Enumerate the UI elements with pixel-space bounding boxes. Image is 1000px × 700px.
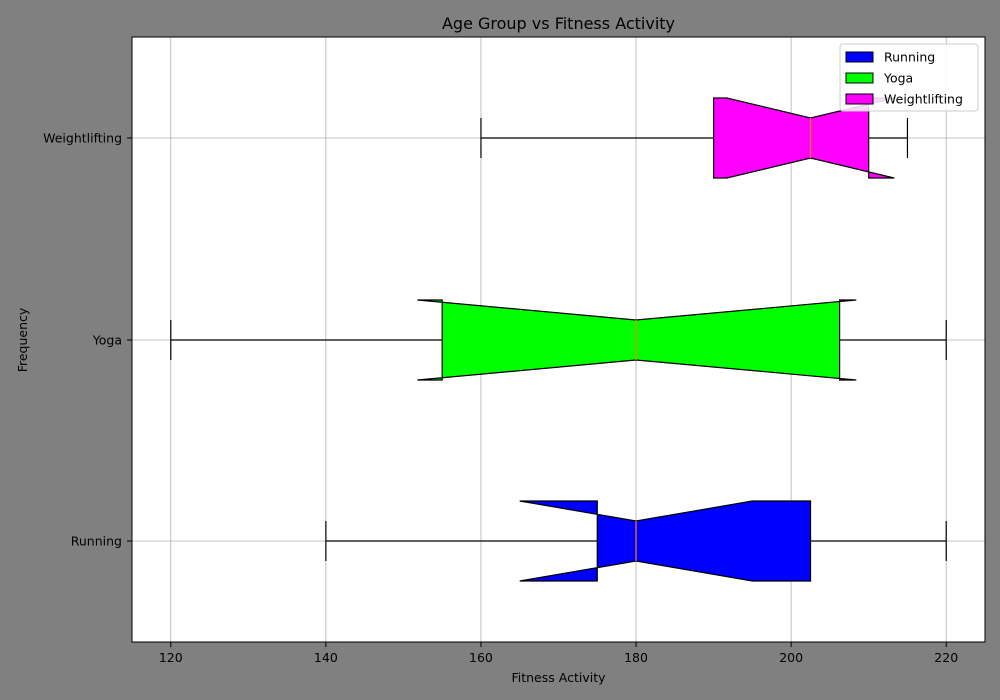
x-tick-label: 140 (314, 650, 338, 665)
legend-swatch-yoga (845, 72, 874, 84)
legend-label-running: Running (884, 50, 935, 65)
x-tick-label: 180 (624, 650, 648, 665)
x-tick-label: 120 (159, 650, 183, 665)
x-tick-label: 160 (469, 650, 493, 665)
box-running (325, 500, 947, 582)
boxes (170, 97, 947, 582)
legend-label-weightlifting: Weightlifting (884, 92, 963, 107)
y-tick-label: Yoga (92, 333, 122, 348)
y-axis-label: Frequency (15, 307, 30, 372)
chart-title: Age Group vs Fitness Activity (442, 14, 675, 33)
x-axis-ticks: 120 140 160 180 200 220 (159, 642, 958, 665)
legend-swatch-running (845, 51, 874, 63)
x-tick-label: 200 (779, 650, 803, 665)
y-tick-label: Weightlifting (43, 131, 122, 146)
box-body (519, 500, 812, 582)
y-axis-ticks: Running Yoga Weightlifting (43, 131, 132, 549)
box-body (712, 97, 895, 179)
x-tick-label: 220 (934, 650, 958, 665)
legend-frame (839, 43, 979, 112)
legend-swatch-weightlifting (845, 93, 874, 105)
legend-label-yoga: Yoga (883, 71, 913, 86)
box-yoga (170, 299, 947, 381)
x-axis-label: Fitness Activity (511, 670, 606, 685)
legend: Running Yoga Weightlifting (839, 43, 979, 112)
box-weightlifting (480, 97, 909, 179)
box-body (417, 299, 857, 381)
y-tick-label: Running (71, 534, 122, 549)
